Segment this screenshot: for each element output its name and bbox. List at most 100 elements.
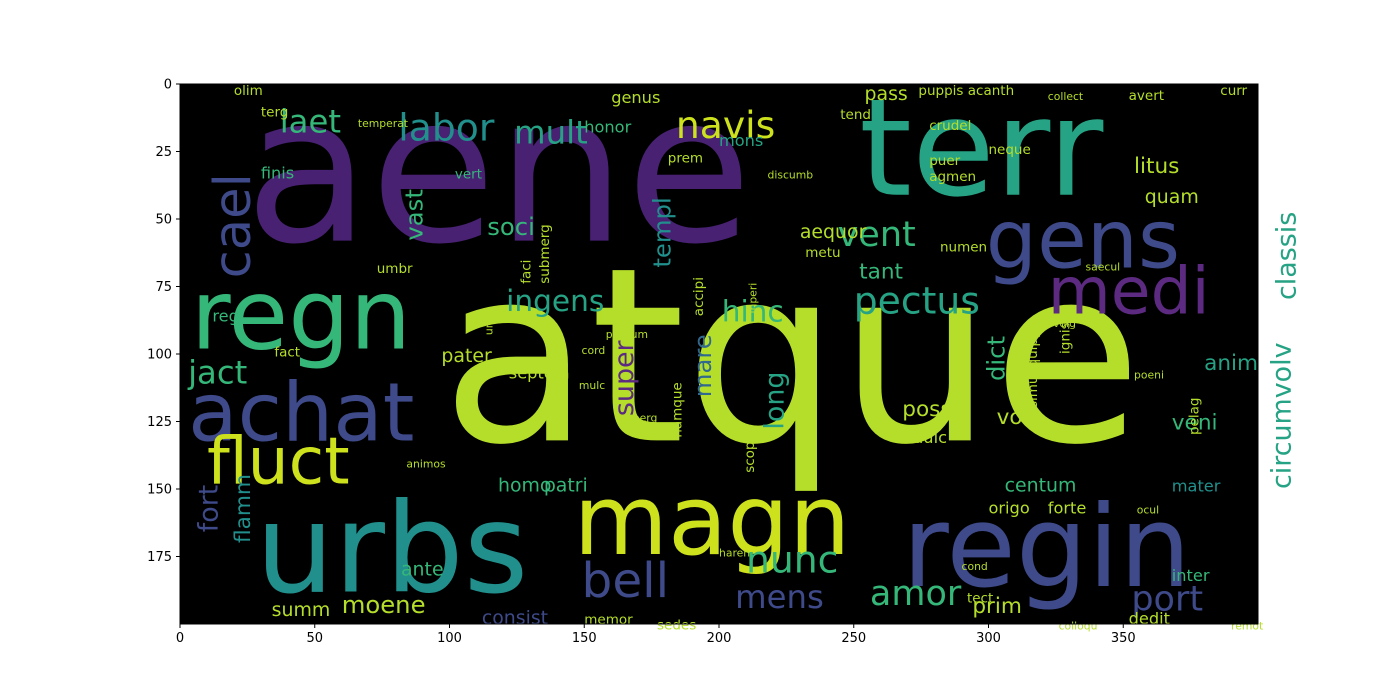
word-prem: prem — [668, 150, 703, 166]
word-ignis: ignis — [1057, 322, 1073, 354]
word-simul-quippe: simul quippe — [1025, 321, 1041, 408]
word-jact: jact — [187, 354, 247, 392]
word-achat: achat — [188, 366, 414, 460]
word-navis: navis — [676, 103, 775, 147]
word-cael: cael — [203, 173, 263, 278]
word-faci: faci — [518, 260, 534, 284]
word-fact: fact — [274, 345, 300, 361]
x-tick-label: 200 — [707, 631, 732, 646]
word-terg: terg — [261, 104, 288, 120]
word-animos: animos — [406, 457, 446, 470]
word-puer: puer — [929, 153, 960, 169]
y-tick-label: 25 — [155, 145, 172, 160]
word-numen: numen — [940, 239, 987, 255]
y-tick-label: 100 — [147, 348, 172, 363]
word-summ: summ — [272, 599, 331, 621]
word-regi: regi — [212, 307, 243, 326]
word-prim: prim — [972, 594, 1022, 619]
word-consist: consist — [482, 607, 548, 629]
word-soci: soci — [487, 212, 535, 241]
word-volt: volt — [997, 405, 1037, 430]
y-tick-label: 50 — [155, 213, 172, 228]
y-tick-label: 150 — [147, 483, 172, 498]
word-pectus: pectus — [854, 279, 980, 323]
word-long: long — [760, 372, 791, 430]
word-quam: quam — [1145, 186, 1199, 208]
x-tick-label: 50 — [306, 631, 323, 646]
word-collect: collect — [1048, 90, 1083, 103]
word-poss: poss — [902, 397, 951, 422]
y-tick-label: 125 — [147, 415, 172, 430]
word-memor: memor — [584, 612, 633, 628]
word-terr: terr — [859, 70, 1104, 227]
word-regin: regin — [902, 481, 1191, 613]
x-tick-label: 250 — [841, 631, 866, 646]
word-remot: remot — [1231, 619, 1263, 632]
word-vert: vert — [455, 167, 482, 183]
word-metu: metu — [805, 245, 840, 261]
x-tick-label: 0 — [176, 631, 184, 646]
word-avert: avert — [1129, 88, 1164, 104]
y-tick-label: 0 — [164, 78, 172, 93]
word-temperat: temperat — [358, 117, 408, 130]
y-tick-label: 75 — [155, 280, 172, 295]
word-port: port — [1131, 580, 1203, 620]
word-mater: mater — [1172, 477, 1221, 496]
word-circumvolv: circumvolv — [1266, 342, 1297, 489]
word-cord: cord — [582, 344, 606, 357]
word-atque: atque — [441, 216, 1142, 498]
word-ocul: ocul — [1137, 503, 1159, 516]
word-saecul: saecul — [1086, 260, 1121, 273]
word-anim: anim — [1204, 351, 1258, 376]
word-accipi: accipi — [691, 277, 707, 316]
word-vast: vast — [400, 189, 429, 240]
word-fort: fort — [194, 485, 225, 533]
word-scopul: scopul — [742, 429, 758, 473]
word-dict: dict — [982, 336, 1011, 381]
word-moene: moene — [342, 590, 426, 619]
word-mulc: mulc — [579, 379, 605, 392]
word-umbr: umbr — [377, 261, 413, 277]
word-medi: medi — [1048, 255, 1210, 330]
plot-background — [180, 84, 1258, 624]
word-origo: origo — [989, 498, 1030, 517]
word-sedes: sedes — [657, 617, 696, 633]
word-super: super — [609, 339, 640, 416]
word-flamm: flamm — [231, 474, 256, 543]
word-volg: volg — [1053, 317, 1076, 330]
word-bell: bell — [582, 553, 670, 609]
x-tick-label: 350 — [1111, 631, 1136, 646]
word-finis: finis — [261, 164, 294, 183]
word-templ: templ — [647, 197, 676, 267]
word-mult: mult — [514, 113, 588, 151]
word-mons: mons — [719, 131, 763, 150]
word-colloqu: colloqu — [1059, 619, 1098, 632]
word-agmen: agmen — [929, 169, 976, 185]
word-tant: tant — [859, 259, 903, 284]
word-septem: septem — [509, 363, 570, 382]
word-tend: tend — [840, 107, 871, 123]
word-hinc: hinc — [722, 295, 784, 329]
word-gens: gens — [986, 194, 1180, 288]
x-tick-label: 100 — [437, 631, 462, 646]
y-axis: 0 25 50 75 100 125 150 175 — [147, 78, 180, 565]
word-pater: pater — [441, 345, 492, 367]
word-laet: laet — [280, 103, 341, 141]
word-cond: cond — [962, 560, 988, 573]
word-curr: curr — [1220, 83, 1247, 99]
word-dulc: dulc — [913, 428, 947, 447]
word-unde: unde — [483, 308, 496, 336]
word-mare: mare — [688, 334, 717, 397]
word-urbs: urbs — [255, 478, 528, 622]
word-veni: veni — [1172, 411, 1218, 436]
word-aequor: aequor — [800, 221, 867, 243]
word-nunc: nunc — [746, 538, 838, 582]
word-submerg: submerg — [537, 224, 553, 284]
word-patri: patri — [544, 475, 588, 497]
y-tick-label: 175 — [147, 550, 172, 565]
word-aene: aene — [245, 52, 752, 290]
x-tick-label: 300 — [976, 631, 1001, 646]
